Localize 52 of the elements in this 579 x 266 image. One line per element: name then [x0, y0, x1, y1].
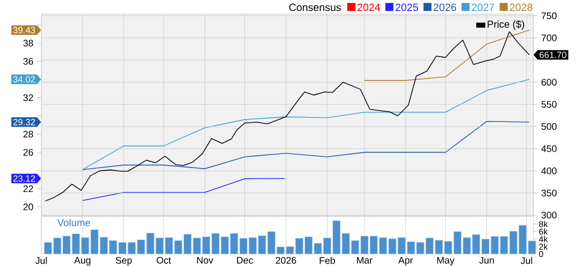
legend-label: Price ($): [488, 20, 524, 30]
line-series: [82, 178, 286, 201]
x-tick-label: Aug: [74, 256, 90, 266]
y2-tick-label: 550: [541, 101, 557, 108]
chart-title: Volume: [57, 218, 90, 226]
y-tick-label: 22: [23, 185, 34, 192]
x-tick-label: 2026: [276, 256, 296, 264]
x-tick-label: Jul: [35, 256, 47, 264]
legend-label: 2024: [358, 4, 380, 12]
y2-tick-label: 350: [541, 190, 557, 196]
x-tick-label: Jun: [479, 256, 494, 264]
x-tick-label: Apr: [398, 256, 413, 266]
text: 39.43: [13, 26, 36, 34]
y2-tick-label: 400: [541, 167, 557, 174]
y-tick-label: 8k: [539, 220, 548, 228]
y-tick-label: 6k: [539, 228, 548, 235]
y-tick-label: 0: [539, 251, 544, 258]
text: 23.12: [13, 175, 35, 182]
y-tick-label: 20: [23, 204, 34, 210]
x-tick-label: Oct: [156, 256, 171, 264]
legend-label: 2027: [472, 4, 494, 12]
legend-label: 2026: [434, 4, 456, 12]
legend-label: 2025: [396, 4, 418, 12]
y-tick-label: 26: [23, 148, 34, 156]
x-tick-label: Sep: [116, 256, 132, 266]
y2-tick-label: 600: [542, 78, 557, 86]
y-tick-label: 36: [23, 58, 34, 65]
x-tick-label: Dec: [237, 256, 253, 264]
y2-tick-label: 750: [542, 12, 557, 20]
x-tick-label: Mar: [357, 256, 372, 264]
y-tick-label: 2k: [539, 243, 548, 250]
y2-tick-label: 300: [541, 212, 557, 218]
x-tick-label: May: [437, 256, 454, 266]
y-tick-label: 4k: [538, 236, 548, 242]
x-tick-label: Jul: [520, 256, 532, 264]
x-tick-label: Nov: [197, 256, 214, 264]
data-label: 661.70: [540, 52, 566, 58]
y2-tick-label: 450: [541, 145, 557, 152]
text: 29.32: [13, 118, 35, 126]
legend-label: 2028: [510, 4, 532, 12]
y-tick-label: 32: [23, 94, 34, 102]
line-series: [82, 78, 530, 170]
y2-tick-label: 700: [542, 34, 557, 42]
line-series: [44, 31, 530, 202]
y-tick-label: 38: [23, 40, 34, 46]
line-series: [82, 120, 530, 170]
y-tick-label: 28: [23, 130, 34, 138]
legend-title: Consensus: [289, 4, 341, 12]
line-series: [364, 30, 530, 81]
text: 34.02: [13, 76, 35, 83]
y2-tick-label: 500: [541, 123, 557, 130]
x-tick-label: Feb: [320, 256, 335, 264]
